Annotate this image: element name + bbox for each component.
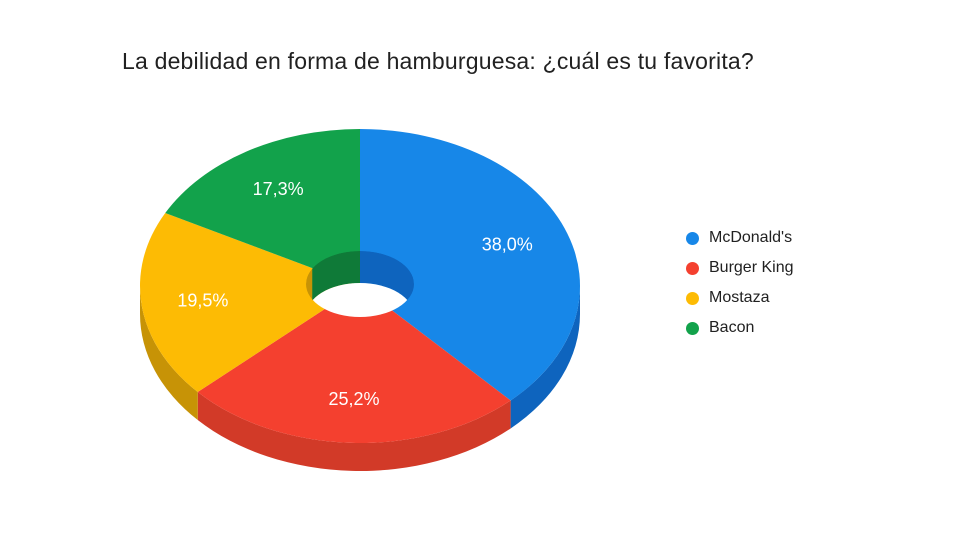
donut-hole [306,251,414,317]
legend-label: Bacon [709,319,755,336]
slice-label-mcdonald-s: 38,0% [482,234,533,254]
legend-color-dot [686,231,699,245]
legend-item-burger-king[interactable]: Burger King [686,253,794,283]
chart-title: La debilidad en forma de hamburguesa: ¿c… [122,48,754,74]
pie-slices [139,129,581,444]
pie-side-wall-burger-king [197,392,511,472]
legend-label: Mostaza [709,289,770,306]
legend-color-dot [686,321,699,335]
pie-slice-mostaza[interactable] [139,212,360,393]
pie-side-wall-mostaza [140,286,198,421]
slice-label-burger-king: 25,2% [328,389,379,409]
chart-legend: McDonald's Burger King Mostaza Bacon [686,223,794,343]
legend-color-dot [686,261,699,275]
legend-item-mcdonald-s[interactable]: McDonald's [686,223,794,253]
slice-label-mostaza: 19,5% [177,291,228,311]
pie-side-walls [140,286,581,472]
legend-label: McDonald's [709,229,793,246]
hole-inner-wall-mcdonald-s [360,251,414,316]
pie-slice-bacon[interactable] [165,129,360,286]
slice-labels: 38,0% 25,2% 19,5% 17,3% [177,179,532,409]
pie-slice-burger-king[interactable] [197,286,511,444]
pie-side-wall-mcdonald-s [510,286,581,429]
slice-label-bacon: 17,3% [253,179,304,199]
legend-item-mostaza[interactable]: Mostaza [686,283,794,313]
hole-opening [306,283,414,317]
pie-slice-mcdonald-s[interactable] [360,129,581,401]
legend-item-bacon[interactable]: Bacon [686,313,794,343]
hole-inner-wall-bacon [312,251,360,301]
legend-color-dot [686,291,699,305]
legend-label: Burger King [709,259,794,276]
